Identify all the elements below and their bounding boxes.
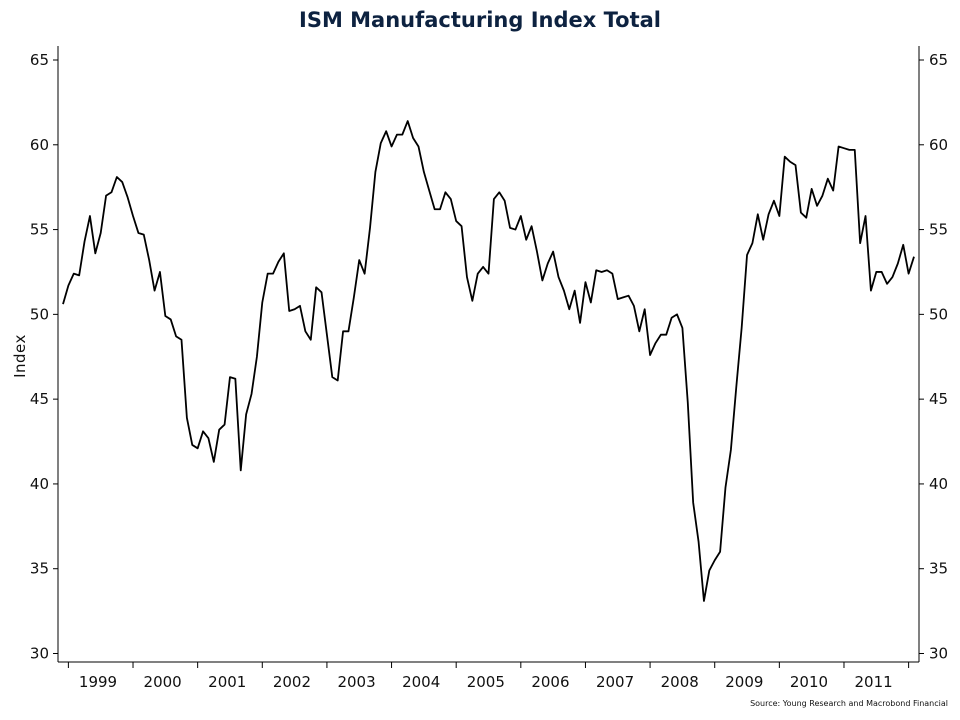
y-tick-label-right: 50 bbox=[929, 305, 948, 323]
x-tick-label: 2006 bbox=[531, 673, 569, 691]
y-tick-label-right: 65 bbox=[929, 51, 948, 69]
y-tick-label-right: 45 bbox=[929, 390, 948, 408]
x-tick-label: 2003 bbox=[337, 673, 375, 691]
x-tick-label: 2010 bbox=[790, 673, 828, 691]
y-tick-label-right: 40 bbox=[929, 475, 948, 493]
chart-title: ISM Manufacturing Index Total bbox=[299, 8, 661, 32]
x-tick-label: 2007 bbox=[596, 673, 634, 691]
y-tick-label-right: 55 bbox=[929, 221, 948, 239]
y-tick-label-left: 65 bbox=[30, 51, 49, 69]
y-tick-label-left: 40 bbox=[30, 475, 49, 493]
x-tick-label: 2008 bbox=[661, 673, 699, 691]
y-tick-label-right: 30 bbox=[929, 645, 948, 663]
x-tick-label: 2001 bbox=[208, 673, 246, 691]
series-line bbox=[62, 120, 915, 602]
x-tick-label: 2000 bbox=[144, 673, 182, 691]
x-tick-label: 2011 bbox=[855, 673, 893, 691]
y-tick-label-right: 60 bbox=[929, 136, 948, 154]
y-tick-label-right: 35 bbox=[929, 560, 948, 578]
y-tick-label-left: 35 bbox=[30, 560, 49, 578]
x-tick-label: 2005 bbox=[467, 673, 505, 691]
x-tick-label: 2009 bbox=[725, 673, 763, 691]
y-axis-title: Index bbox=[11, 334, 29, 378]
y-tick-label-left: 45 bbox=[30, 390, 49, 408]
y-tick-label-left: 50 bbox=[30, 305, 49, 323]
y-tick-label-left: 55 bbox=[30, 221, 49, 239]
y-tick-label-left: 60 bbox=[30, 136, 49, 154]
source-note: Source: Young Research and Macrobond Fin… bbox=[750, 699, 948, 708]
x-tick-label: 1999 bbox=[79, 673, 117, 691]
x-tick-label: 2004 bbox=[402, 673, 440, 691]
x-tick-label: 2002 bbox=[273, 673, 311, 691]
y-tick-label-left: 30 bbox=[30, 645, 49, 663]
